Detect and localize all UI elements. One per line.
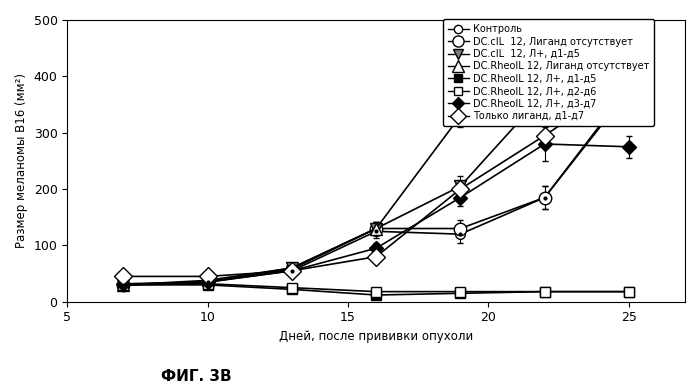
Text: ФИГ. 3В: ФИГ. 3В xyxy=(161,369,231,384)
Y-axis label: Размер меланомы В16 (мм²): Размер меланомы В16 (мм²) xyxy=(15,74,28,248)
X-axis label: Дней, после прививки опухоли: Дней, после прививки опухоли xyxy=(279,330,473,343)
Legend: Контроль, DC.cIL  12, Лиганд отсутствует, DC.cIL  12, Л+, д1-д5, DC.RheoIL 12, Л: Контроль, DC.cIL 12, Лиганд отсутствует,… xyxy=(443,19,654,126)
